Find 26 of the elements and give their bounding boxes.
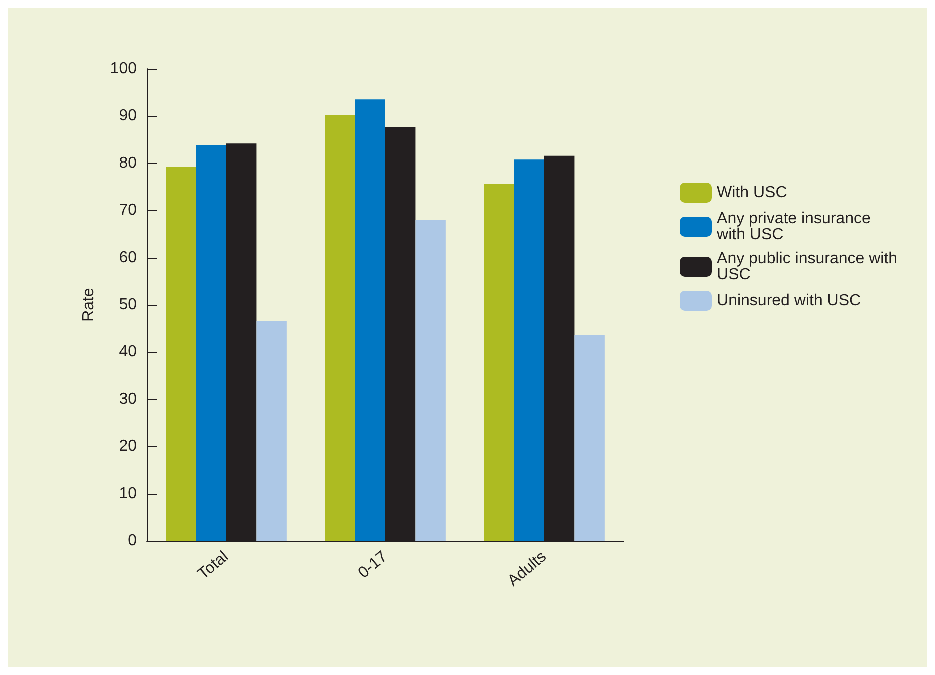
y-tick-label: 10 [119, 485, 138, 502]
legend-label: Uninsured with USC [717, 292, 862, 310]
bar [484, 184, 514, 541]
legend-label: Any private insurance with USC [716, 210, 876, 244]
bar [416, 220, 446, 541]
y-tick-label: 80 [119, 154, 138, 172]
bar [574, 335, 605, 541]
y-tick-label: 30 [119, 390, 138, 408]
bar [196, 145, 226, 541]
bar [514, 160, 544, 541]
bar [166, 167, 196, 541]
y-tick-label: 90 [119, 108, 138, 125]
legend-label: With USC [717, 184, 788, 202]
bar [325, 115, 356, 541]
y-tick-label: 70 [119, 202, 138, 220]
legend-label: Any public insurance with USC [717, 250, 902, 284]
y-tick-label: 50 [119, 296, 138, 314]
y-tick-label: 100 [110, 60, 138, 78]
bar [256, 322, 287, 541]
y-tick-label: 20 [119, 438, 138, 456]
y-tick-label: 0 [128, 532, 138, 550]
bar [355, 100, 386, 541]
y-tick-label: 60 [119, 249, 138, 266]
x-tick-label: 0-17 [356, 548, 392, 582]
y-axis-title: Rate [80, 288, 98, 322]
y-tick-label: 40 [119, 344, 138, 361]
